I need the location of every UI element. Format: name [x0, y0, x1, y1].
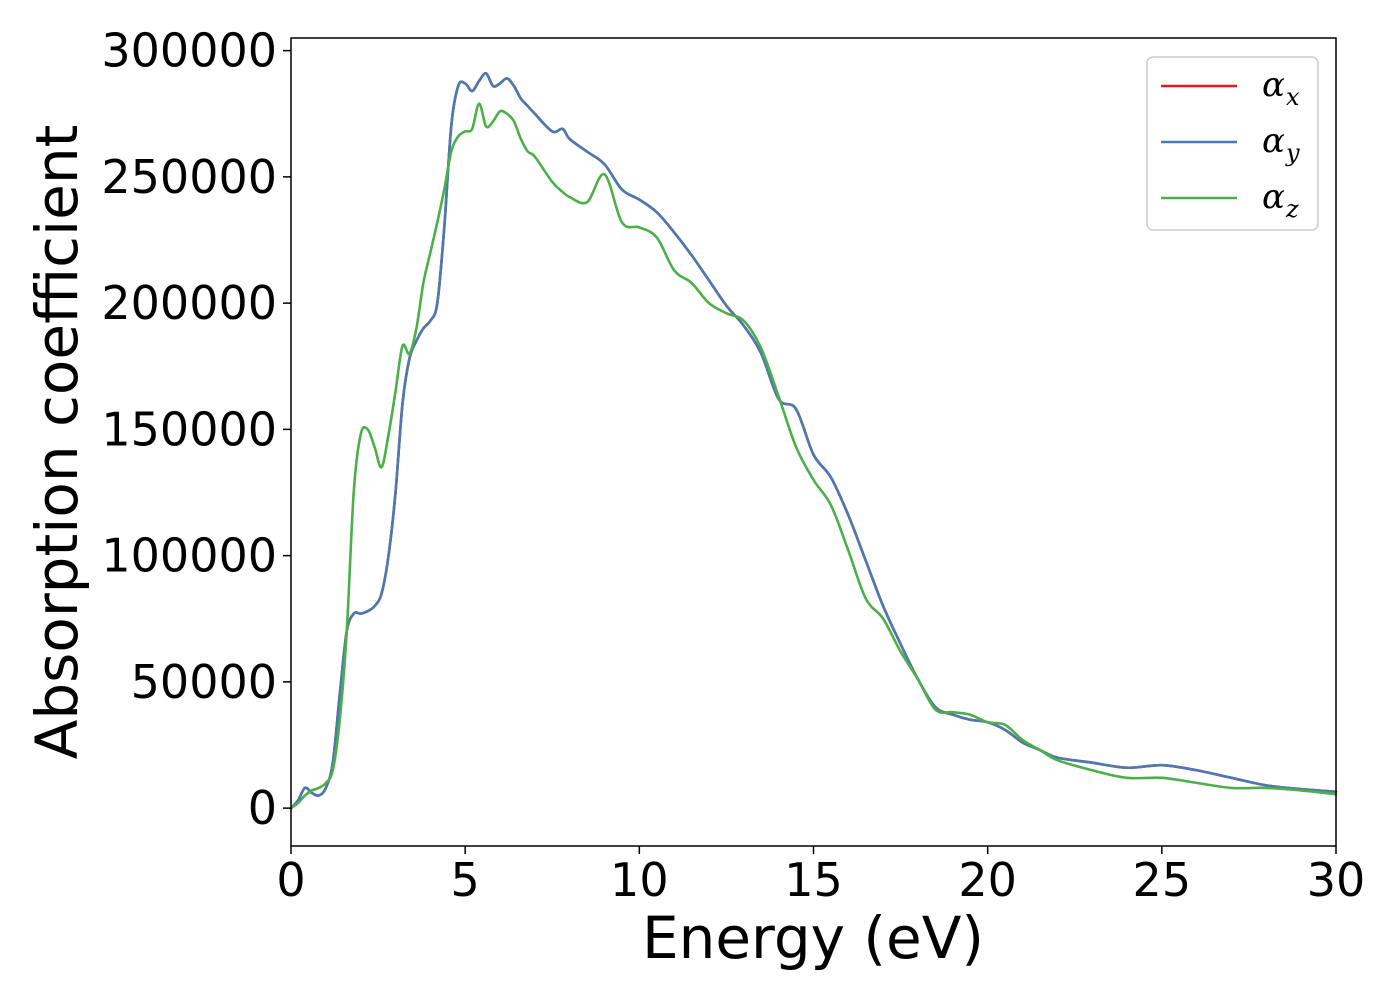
y-axis-ticks: 0 50000 100000 150000 200000 250000 300000: [101, 24, 291, 835]
x-axis-ticks: 0 5 10 15 20 25 30: [276, 846, 1365, 907]
x-tick-label: 20: [958, 853, 1017, 907]
series-line-y: [289, 72, 1338, 810]
legend-subscript: y: [1285, 139, 1300, 167]
y-tick-label: 250000: [101, 150, 277, 204]
series-line-z: [289, 102, 1338, 810]
x-tick-label: 5: [451, 853, 480, 907]
y-tick-label: 50000: [131, 655, 277, 709]
legend-subscript: x: [1286, 83, 1300, 111]
legend-box: [1146, 56, 1319, 231]
series-layer: [289, 72, 1338, 810]
x-tick-label: 25: [1133, 853, 1192, 907]
x-tick-label: 30: [1307, 853, 1366, 907]
x-tick-label: 0: [276, 853, 305, 907]
y-tick-label: 100000: [101, 529, 277, 583]
legend-subscript: z: [1285, 195, 1299, 223]
y-tick-label: 150000: [101, 402, 277, 456]
x-tick-label: 15: [784, 853, 843, 907]
x-tick-label: 10: [610, 853, 669, 907]
y-axis-label: Absorption coefficient: [23, 125, 91, 760]
y-tick-label: 200000: [101, 276, 277, 330]
y-tick-label: 300000: [101, 24, 277, 78]
x-axis-label: Energy (eV): [642, 904, 984, 972]
y-tick-label: 0: [248, 781, 277, 835]
